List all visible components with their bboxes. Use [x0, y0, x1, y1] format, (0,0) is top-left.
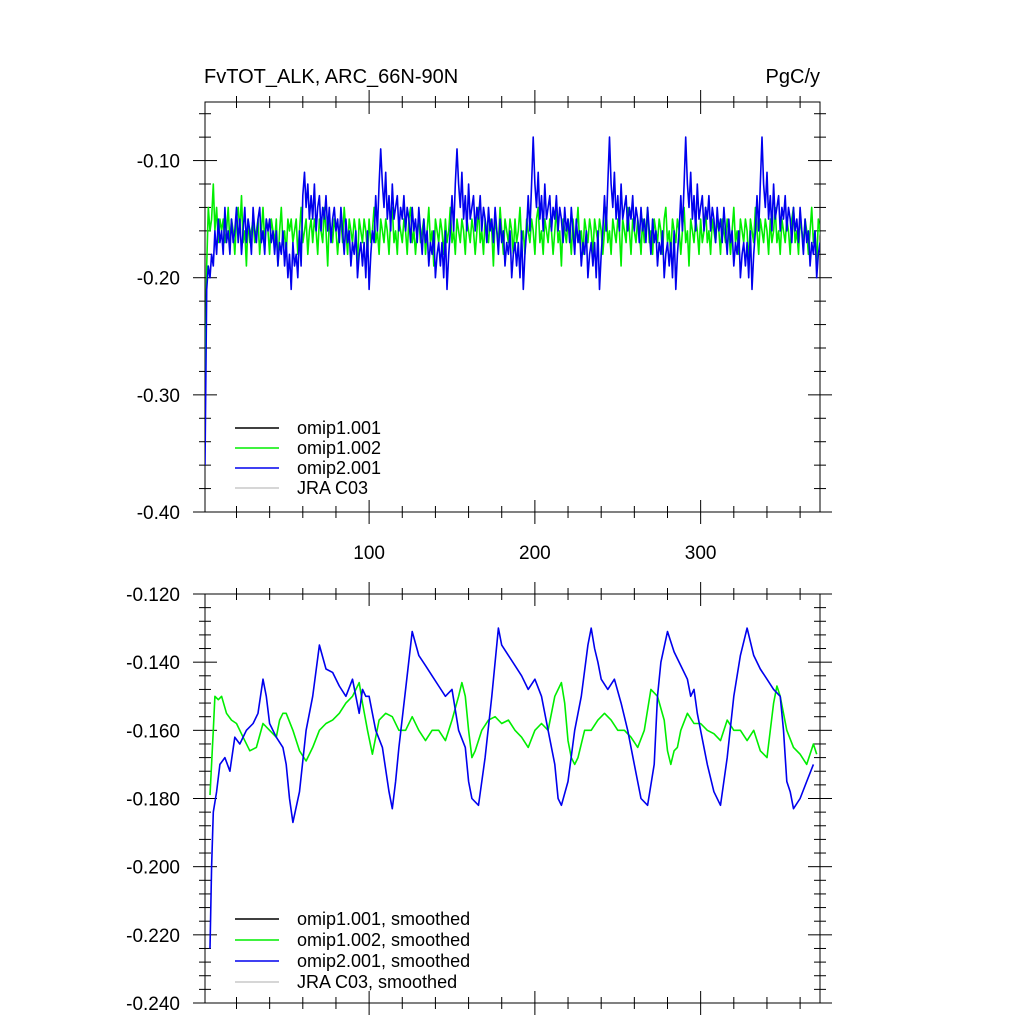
y-tick-label: -0.10 — [137, 152, 180, 173]
bottom-panel: -0.240 -0.220 -0.200 -0.180 -0.160 -0.140 -0.1… — [126, 582, 832, 1015]
y-tick-label: -0.30 — [137, 386, 180, 407]
series-line-omip1-002-smoothed — [209, 681, 818, 796]
x-tick-label: 300 — [685, 543, 717, 564]
y-tick-label: -0.160 — [126, 721, 180, 742]
legend-label: omip1.002, smoothed — [297, 930, 470, 950]
legend-label: omip2.001, smoothed — [297, 951, 470, 971]
legend-label: omip2.001 — [297, 458, 381, 478]
x-tick-label: 100 — [353, 543, 385, 564]
legend-label: JRA C03, smoothed — [297, 972, 457, 992]
y-tick-label: -0.200 — [126, 858, 180, 879]
y-tick-label: -0.140 — [126, 653, 180, 674]
y-tick-label: -0.220 — [126, 926, 180, 947]
legend-label: omip1.001, smoothed — [297, 909, 470, 929]
units-label: PgC/y — [766, 66, 820, 88]
y-tick-label: -0.240 — [126, 994, 180, 1015]
y-tick-label: -0.120 — [126, 585, 180, 606]
x-tick-label: 200 — [519, 543, 551, 564]
legend-label: omip1.001 — [297, 418, 381, 438]
chart-title: FvTOT_ALK, ARC_66N-90N — [204, 66, 458, 88]
legend-label: JRA C03 — [297, 478, 368, 498]
legend-label: omip1.002 — [297, 438, 381, 458]
series-line-omip2-001 — [205, 136, 820, 466]
series-line-omip2-001-smoothed — [209, 627, 815, 949]
y-tick-label: -0.20 — [137, 269, 180, 290]
y-tick-label: -0.180 — [126, 790, 180, 811]
y-tick-label: -0.40 — [137, 503, 180, 524]
plot-frame — [204, 101, 821, 513]
